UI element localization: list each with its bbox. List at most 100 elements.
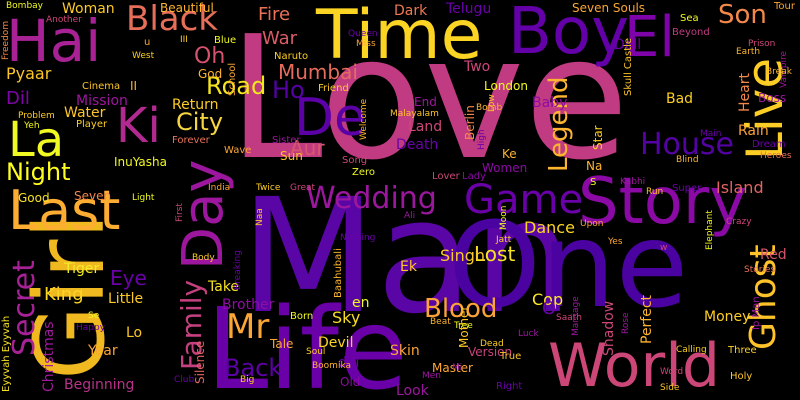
word-another: Another bbox=[46, 15, 82, 25]
word-tree: Tree bbox=[454, 321, 473, 331]
word-sea: Sea bbox=[680, 13, 699, 24]
word-great: Great bbox=[290, 183, 316, 193]
word-ii: II bbox=[130, 79, 138, 93]
word-little: Little bbox=[108, 291, 144, 307]
word-beginning: Beginning bbox=[64, 377, 135, 393]
word-ke: Ke bbox=[502, 147, 517, 161]
word-war: War bbox=[262, 28, 298, 49]
word-tour: Tour bbox=[774, 1, 795, 12]
word-seven-souls: Seven Souls bbox=[572, 1, 646, 15]
word-song: Song bbox=[342, 155, 368, 166]
word-road: Road bbox=[206, 72, 267, 100]
word-boomika: Boomika bbox=[312, 361, 352, 371]
word-lo: Lo bbox=[126, 325, 143, 341]
word-soul: Soul bbox=[306, 347, 326, 357]
word-iii: III bbox=[180, 35, 188, 45]
word-skin: Skin bbox=[390, 343, 420, 359]
word-ip-man: Ip Man bbox=[751, 296, 762, 330]
word-jatt: Jatt bbox=[496, 235, 512, 245]
word-naruto: Naruto bbox=[274, 51, 309, 62]
word-beat: Beat bbox=[430, 317, 451, 327]
word-la: La bbox=[8, 112, 65, 168]
word-ki: Ki bbox=[116, 98, 161, 154]
word-malayalam: Malayalam bbox=[390, 109, 439, 119]
word-heart: Heart bbox=[737, 73, 753, 112]
word-lady: Lady bbox=[462, 171, 486, 182]
word-mumbai: Mumbai bbox=[278, 60, 358, 84]
word-friend: Friend bbox=[318, 83, 349, 94]
word-calling: Calling bbox=[676, 345, 707, 355]
word-naa: Naa bbox=[255, 208, 265, 226]
word-version: Version bbox=[468, 345, 513, 359]
word-s: S bbox=[590, 177, 597, 188]
word-right: Right bbox=[496, 381, 523, 392]
word-dark: Dark bbox=[394, 3, 428, 19]
word-high: High bbox=[477, 129, 487, 150]
word-eyyvah-eyyvah: Eyyvah Eyyvah bbox=[1, 315, 12, 392]
word-night: Night bbox=[6, 158, 71, 186]
word-earth: Earth bbox=[736, 47, 761, 57]
word-silence: Silence bbox=[193, 340, 207, 384]
word-pyaar: Pyaar bbox=[6, 64, 52, 83]
word-master: Master bbox=[432, 361, 473, 375]
word-school: School bbox=[227, 62, 238, 96]
word-lost: Lost bbox=[474, 242, 516, 266]
word-super: Super bbox=[672, 183, 702, 194]
word-one: One bbox=[448, 196, 689, 334]
word-island: Island bbox=[716, 178, 764, 197]
word-mr: Mr bbox=[226, 307, 270, 347]
word-mission: Mission bbox=[76, 93, 128, 109]
word-sky: Sky bbox=[332, 308, 361, 327]
word-brother: Brother bbox=[222, 297, 275, 313]
word-love: Love bbox=[228, 0, 629, 198]
word-time: Time bbox=[316, 0, 483, 75]
word-freedom: Freedom bbox=[1, 20, 11, 60]
word-bombay: Bombay bbox=[6, 1, 44, 11]
word-dil: Dil bbox=[6, 88, 30, 109]
word-three: Three bbox=[728, 345, 757, 356]
word-saath: Saath bbox=[556, 313, 582, 323]
word-inuyasha: InuYasha bbox=[114, 155, 167, 169]
word-ek: Ek bbox=[400, 259, 417, 275]
word-take: Take bbox=[208, 279, 240, 295]
word-u: u bbox=[144, 37, 151, 48]
word-wave: Wave bbox=[224, 145, 252, 156]
word-blood: Blood bbox=[424, 294, 498, 324]
word-crazy: Crazy bbox=[726, 217, 752, 227]
word-west: West bbox=[132, 51, 155, 61]
word-black: Black bbox=[126, 0, 218, 39]
word-stories: Stories bbox=[744, 265, 776, 275]
word-luck: Luck bbox=[518, 329, 539, 339]
word-blind: Blind bbox=[676, 155, 699, 165]
word-rain: Rain bbox=[738, 123, 769, 139]
word-kabhi: Kabhi bbox=[620, 177, 646, 187]
word-problem: Problem bbox=[18, 111, 55, 121]
word-end: End bbox=[414, 95, 437, 109]
word-yeh: Yeh bbox=[24, 121, 40, 131]
word-god: God bbox=[198, 67, 223, 81]
word-skull-castle: Skull Castle bbox=[623, 37, 634, 96]
word-year: Year bbox=[88, 343, 118, 359]
word-eye: Eye bbox=[110, 266, 147, 290]
word-aur: Aur bbox=[290, 136, 325, 160]
word-run: Run bbox=[646, 187, 664, 197]
word-dead: Dead bbox=[480, 339, 504, 349]
word-women: Women bbox=[482, 161, 528, 175]
word-tiger: Tiger bbox=[64, 261, 100, 277]
word-beautiful: Beautiful bbox=[160, 1, 214, 15]
word-red: Red bbox=[760, 247, 787, 263]
word-two: Two bbox=[464, 59, 491, 75]
word-de: De bbox=[294, 88, 367, 148]
word-secret: Secret bbox=[7, 260, 42, 356]
word-telugu: Telugu bbox=[446, 1, 492, 17]
word-singh: Singh bbox=[440, 246, 486, 265]
word-marriage: Marriage bbox=[571, 296, 581, 336]
word-star: Star bbox=[591, 125, 605, 150]
word-tale: Tale bbox=[270, 337, 294, 351]
word-bomb: Bomb bbox=[476, 103, 503, 113]
word-main: Main bbox=[700, 129, 722, 139]
word-del: del bbox=[338, 355, 360, 371]
word-water: Water bbox=[64, 105, 106, 121]
word-man: Man bbox=[240, 165, 574, 349]
